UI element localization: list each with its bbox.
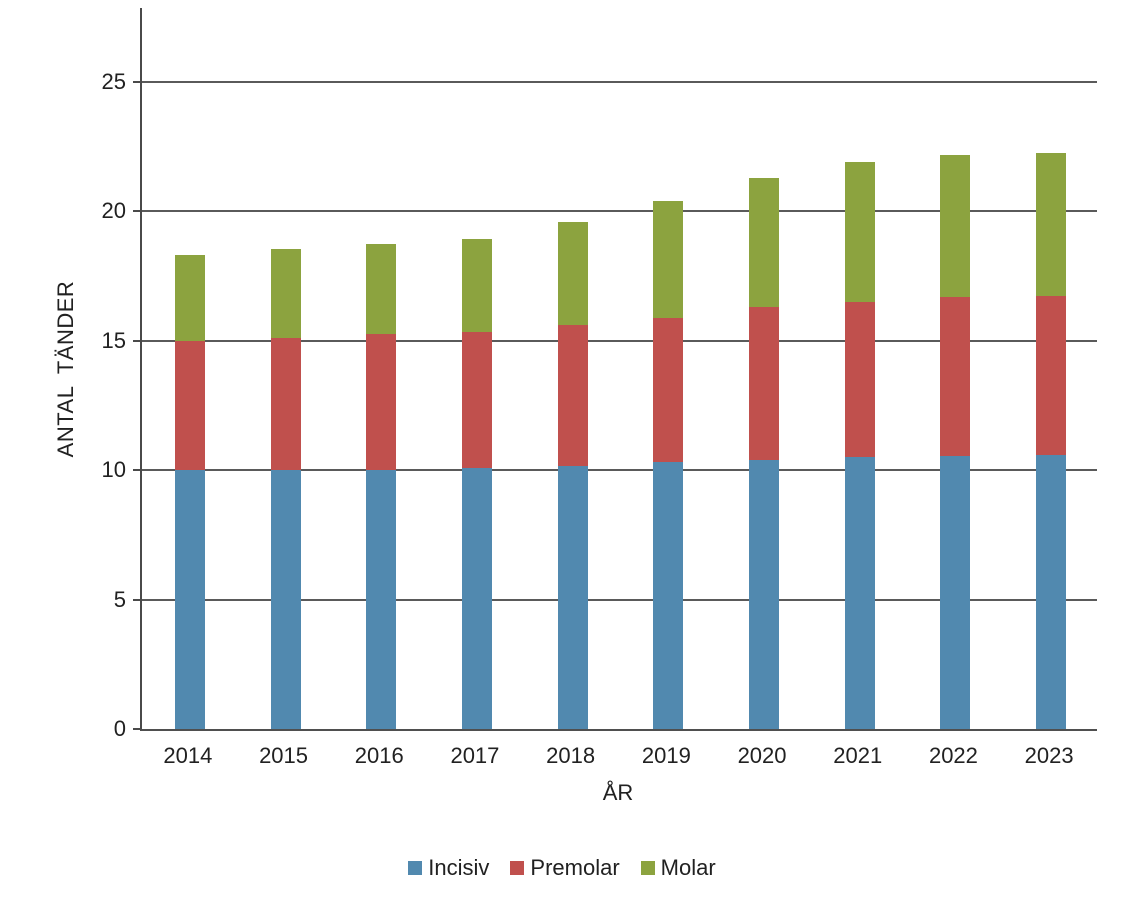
- legend-item-premolar: Premolar: [510, 855, 620, 881]
- bar-segment-molar-2018: [557, 221, 588, 326]
- gridline-25: [142, 81, 1097, 84]
- legend-item-incisiv: Incisiv: [408, 855, 489, 881]
- bar-segment-incisiv-2022: [940, 456, 971, 729]
- x-tick-label-2015: 2015: [259, 743, 309, 768]
- bar-segment-premolar-2014: [174, 340, 205, 471]
- y-tick-label-25: 25: [101, 69, 126, 95]
- x-tick-label-2022: 2022: [928, 743, 978, 768]
- legend-label-premolar: Premolar: [530, 855, 620, 880]
- bar-segment-molar-2017: [461, 238, 492, 332]
- y-axis-tick-5: [133, 598, 142, 601]
- bar-segment-premolar-2019: [653, 317, 684, 463]
- bar-group-2014: [174, 255, 205, 729]
- y-tick-label-10: 10: [101, 457, 126, 483]
- y-axis-tick-25: [133, 81, 142, 84]
- y-tick-label-15: 15: [101, 327, 126, 353]
- bar-segment-incisiv-2023: [1036, 454, 1067, 729]
- bar-group-2022: [940, 154, 971, 729]
- legend-swatch-incisiv-icon: [408, 861, 423, 875]
- bar-segment-premolar-2017: [461, 331, 492, 468]
- x-tick-label-2018: 2018: [546, 743, 596, 768]
- legend-item-molar: Molar: [640, 855, 716, 881]
- legend: Incisiv Premolar Molar: [0, 855, 1124, 881]
- bar-segment-incisiv-2021: [844, 457, 875, 729]
- gridline-20: [142, 210, 1097, 213]
- y-tick-label-5: 5: [113, 586, 126, 612]
- bar-segment-premolar-2020: [749, 307, 780, 460]
- bar-segment-incisiv-2016: [366, 470, 397, 729]
- gridline-15: [142, 339, 1097, 342]
- bar-segment-molar-2023: [1036, 153, 1067, 296]
- bar-segment-molar-2014: [174, 255, 205, 341]
- bar-segment-premolar-2022: [940, 296, 971, 456]
- bar-segment-molar-2021: [844, 162, 875, 303]
- bar-segment-molar-2020: [749, 177, 780, 308]
- y-axis-tick-20: [133, 210, 142, 213]
- bar-segment-premolar-2021: [844, 302, 875, 458]
- legend-swatch-molar-icon: [640, 861, 655, 875]
- x-tick-label-2016: 2016: [354, 743, 404, 768]
- legend-label-molar: Molar: [660, 855, 716, 880]
- bar-segment-molar-2016: [366, 243, 397, 335]
- y-axis-tick-0: [133, 728, 142, 730]
- bar-group-2017: [461, 238, 492, 729]
- x-tick-label-2019: 2019: [641, 743, 691, 768]
- bar-segment-molar-2015: [270, 249, 301, 339]
- bar-segment-incisiv-2014: [174, 470, 205, 729]
- bar-group-2023: [1036, 153, 1067, 729]
- bar-segment-premolar-2018: [557, 325, 588, 467]
- plot-area: 0 5 10 15 20 25: [102, 8, 1097, 741]
- bar-segment-molar-2022: [940, 154, 971, 297]
- bar-group-2018: [557, 221, 588, 729]
- bar-group-2015: [270, 249, 301, 729]
- bar-group-2016: [366, 243, 397, 729]
- x-tick-label-2014: 2014: [163, 743, 213, 768]
- bar-group-2019: [653, 201, 684, 729]
- bar-segment-premolar-2015: [270, 338, 301, 471]
- bar-segment-incisiv-2018: [557, 466, 588, 729]
- x-axis-title: ÅR: [602, 780, 634, 805]
- x-tick-label-2020: 2020: [737, 743, 787, 768]
- bar-segment-incisiv-2017: [461, 467, 492, 729]
- y-tick-label-0: 0: [113, 716, 126, 741]
- bar-group-2020: [749, 177, 780, 729]
- bar-segment-premolar-2016: [366, 334, 397, 471]
- bar-segment-premolar-2023: [1036, 295, 1067, 455]
- y-axis-title: ANTAL TÄNDER: [53, 280, 78, 458]
- bar-segment-incisiv-2020: [749, 459, 780, 729]
- x-tick-label-2023: 2023: [1024, 743, 1074, 768]
- bar-segment-incisiv-2019: [653, 462, 684, 729]
- legend-swatch-premolar-icon: [510, 861, 525, 875]
- gridline-5: [142, 598, 1097, 601]
- y-tick-label-20: 20: [101, 198, 126, 224]
- gridline-10: [142, 469, 1097, 472]
- y-axis-tick-15: [133, 339, 142, 342]
- bar-segment-incisiv-2015: [270, 470, 301, 729]
- y-axis-tick-10: [133, 469, 142, 472]
- bar-group-2021: [844, 162, 875, 729]
- x-tick-label-2017: 2017: [450, 743, 500, 768]
- legend-label-incisiv: Incisiv: [428, 855, 490, 880]
- x-tick-label-2021: 2021: [833, 743, 883, 768]
- bar-segment-molar-2019: [653, 201, 684, 318]
